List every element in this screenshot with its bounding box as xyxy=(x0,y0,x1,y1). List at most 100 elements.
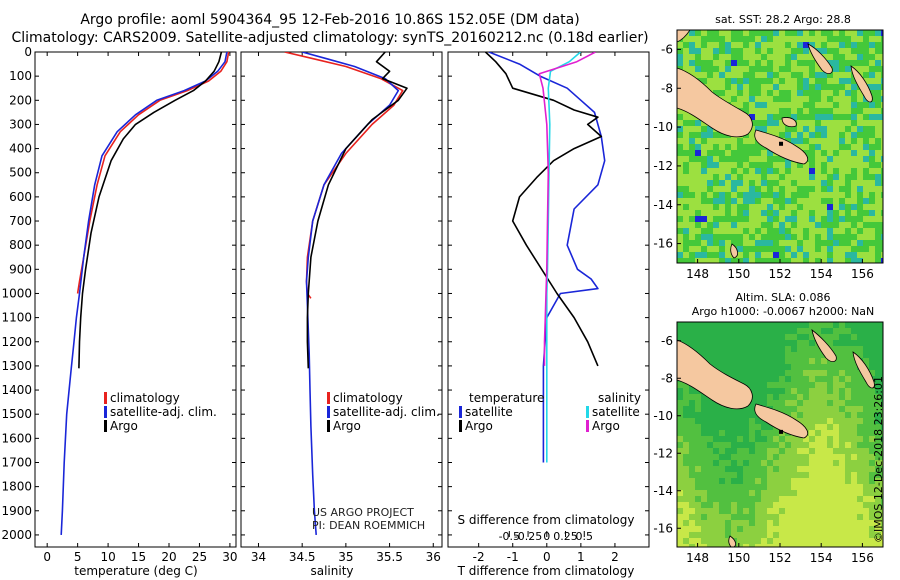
map-cell xyxy=(821,198,827,204)
map-cell xyxy=(701,234,707,240)
map-cell xyxy=(713,36,719,42)
map-cell xyxy=(881,84,883,90)
map-cell xyxy=(713,400,719,406)
map-y-tick-label: -10 xyxy=(653,120,673,134)
map-cell xyxy=(737,418,743,424)
map-cell xyxy=(821,30,827,36)
map-cell xyxy=(683,478,689,484)
map-cell xyxy=(875,144,881,150)
map-cell xyxy=(767,66,773,72)
depth-tick-label: 1100 xyxy=(1,311,32,325)
map-cell xyxy=(731,364,737,370)
map-cell xyxy=(689,138,695,144)
map-cell xyxy=(827,102,833,108)
imos-timestamp-label: ©IMOS 12-Dec-2018 23:26:01 xyxy=(872,376,885,543)
map-cell xyxy=(719,448,725,454)
map-cell xyxy=(833,144,839,150)
map-cell xyxy=(677,228,683,234)
map-cell xyxy=(797,96,803,102)
map-cell xyxy=(707,210,713,216)
map-cell xyxy=(749,400,755,406)
map-cell xyxy=(869,150,875,156)
map-cell xyxy=(845,144,851,150)
map-cell xyxy=(743,340,749,346)
map-cell xyxy=(755,436,761,442)
map-cell xyxy=(827,436,833,442)
map-cell xyxy=(845,430,851,436)
map-cell xyxy=(851,376,857,382)
map-cell xyxy=(677,162,683,168)
map-cell xyxy=(791,328,797,334)
map-cell xyxy=(809,370,815,376)
map-cell xyxy=(809,90,815,96)
map-cell xyxy=(731,192,737,198)
map-cell xyxy=(773,496,779,502)
map-cell xyxy=(851,192,857,198)
map-cell xyxy=(737,210,743,216)
map-cell xyxy=(827,466,833,472)
map-cell xyxy=(749,180,755,186)
map-cell xyxy=(755,346,761,352)
map-cell xyxy=(845,198,851,204)
map-cell xyxy=(737,156,743,162)
map-cell xyxy=(695,168,701,174)
map-cell xyxy=(827,454,833,460)
map-cell xyxy=(779,198,785,204)
map-cell xyxy=(743,358,749,364)
map-cell xyxy=(755,544,761,547)
map-cell xyxy=(851,252,857,258)
map-cell xyxy=(767,186,773,192)
map-cell xyxy=(881,340,883,346)
map-cell xyxy=(773,442,779,448)
map-cell xyxy=(779,328,785,334)
map-cell xyxy=(833,526,839,532)
map-cell xyxy=(869,102,875,108)
map-cell xyxy=(761,216,767,222)
map-cell xyxy=(713,544,719,547)
map-cell xyxy=(767,102,773,108)
map-cell xyxy=(677,514,683,520)
x-tick-label: 36 xyxy=(426,550,441,564)
map-cell xyxy=(821,334,827,340)
map-cell xyxy=(791,66,797,72)
map-cell xyxy=(677,412,683,418)
map-cell xyxy=(707,514,713,520)
map-cell xyxy=(767,382,773,388)
map-cell xyxy=(797,508,803,514)
map-cell xyxy=(743,198,749,204)
map-cell xyxy=(725,204,731,210)
map-cell xyxy=(725,496,731,502)
map-cell xyxy=(821,42,827,48)
map-cell xyxy=(719,472,725,478)
map-cell xyxy=(773,72,779,78)
map-cell xyxy=(743,364,749,370)
map-cell xyxy=(875,358,881,364)
map-cell xyxy=(845,84,851,90)
series-line-climatology xyxy=(284,52,404,299)
map-cell xyxy=(779,96,785,102)
map-cell xyxy=(767,394,773,400)
map-cell xyxy=(857,234,863,240)
map-cell xyxy=(791,42,797,48)
map-cell xyxy=(803,126,809,132)
map-cell xyxy=(707,502,713,508)
map-cell xyxy=(701,352,707,358)
map-cell xyxy=(761,102,767,108)
map-cell xyxy=(809,484,815,490)
map-cell xyxy=(827,376,833,382)
map-cell xyxy=(821,120,827,126)
map-cell xyxy=(707,156,713,162)
map-cell xyxy=(833,418,839,424)
map-cell xyxy=(713,210,719,216)
map-cell xyxy=(689,502,695,508)
legend-label-argo: Argo xyxy=(333,419,361,433)
map-cell xyxy=(713,150,719,156)
map-cell xyxy=(845,520,851,526)
map-x-tick-label: 156 xyxy=(851,267,874,281)
map-cell xyxy=(677,240,683,246)
map-cell xyxy=(725,156,731,162)
map-cell xyxy=(773,174,779,180)
map-cell xyxy=(677,508,683,514)
map-cell xyxy=(767,424,773,430)
map-cell xyxy=(827,478,833,484)
